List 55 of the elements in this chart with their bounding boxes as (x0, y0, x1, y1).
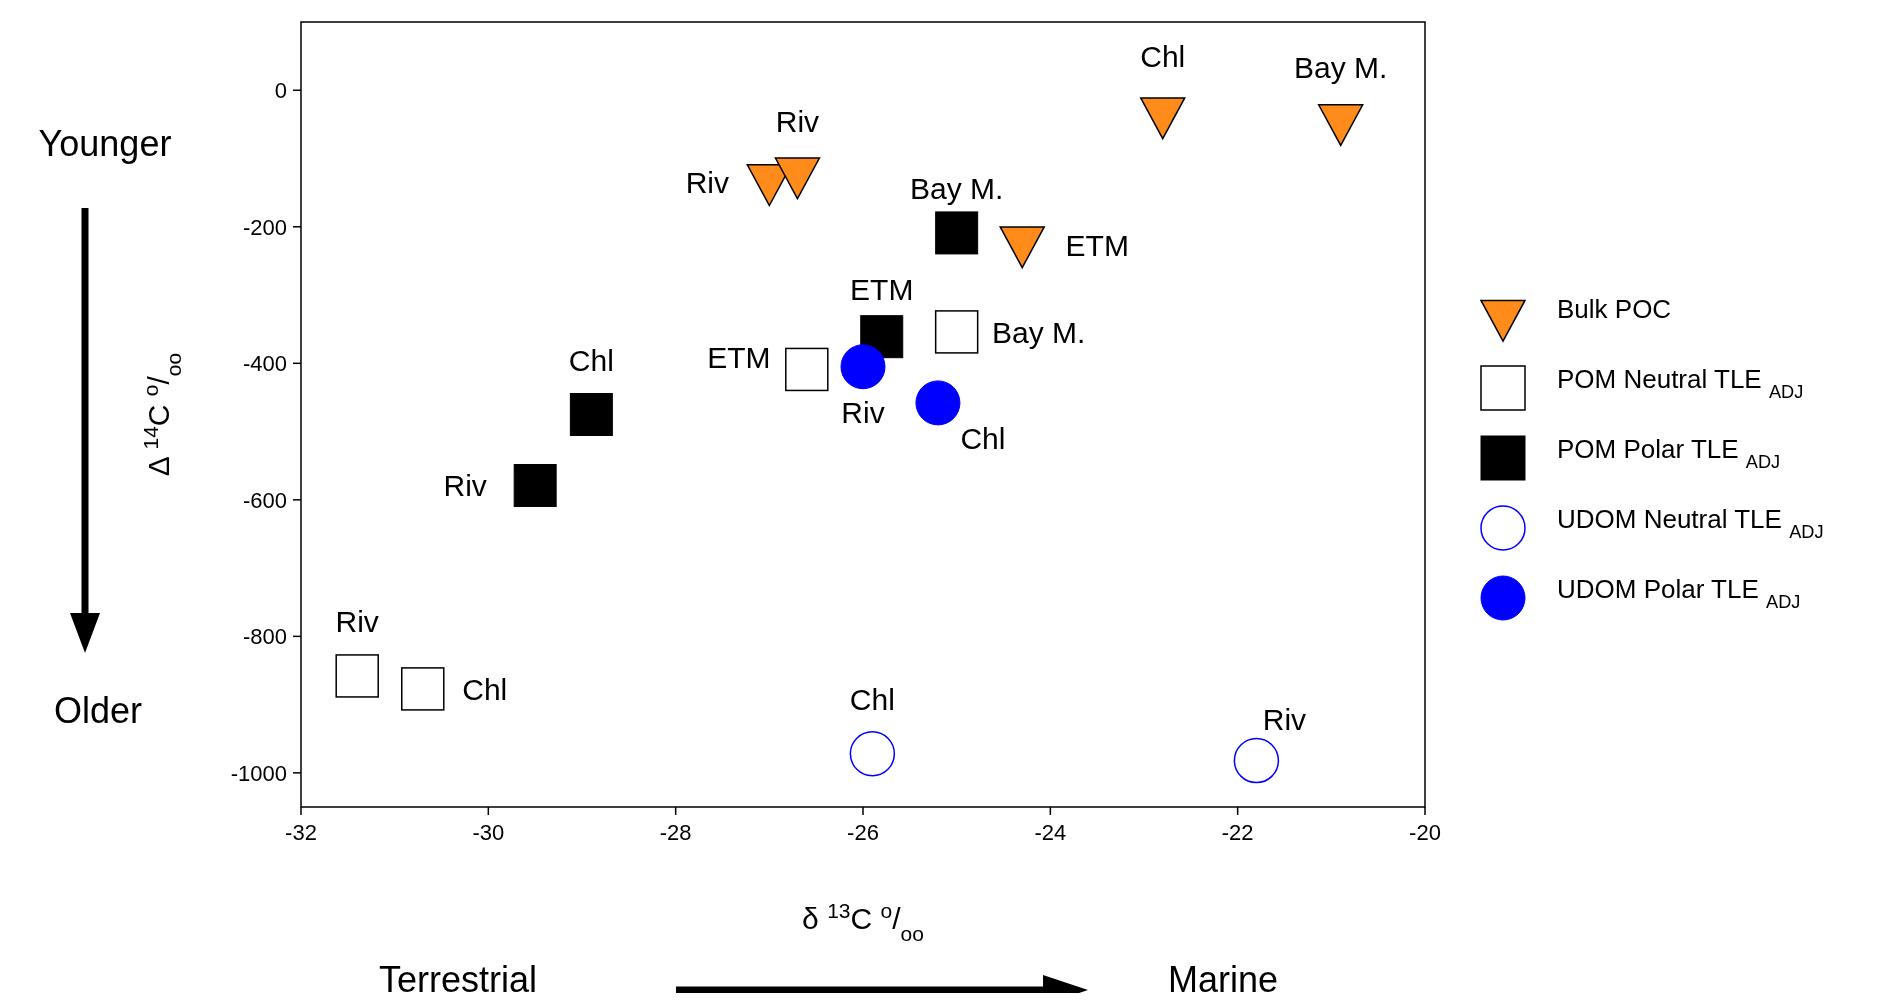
text: Older (53, 690, 143, 731)
text: Younger (38, 123, 172, 164)
annotation: Riv (1262, 702, 1307, 736)
annotation: Bay M. (909, 171, 1004, 205)
point (1233, 737, 1280, 784)
point (335, 654, 379, 698)
x-tick-label: -28 (659, 820, 692, 845)
annotation: Riv (841, 395, 885, 429)
point (935, 211, 979, 255)
x-tick-label: -32 (285, 820, 317, 845)
annotation: ETM (707, 341, 771, 375)
annotation: ETM (1065, 228, 1129, 262)
annotation: Chl (462, 672, 508, 706)
annotation: Chl (568, 343, 614, 377)
annotation: Bay M. (1294, 51, 1388, 85)
x-axis-title: δ $^{13}$C $^{o}$/$_{oo}$ (802, 898, 924, 945)
point (849, 731, 896, 777)
legend-label: POM Polar TLE $_{ADJ}$ (1557, 434, 1781, 472)
x-tick-label: -24 (1034, 820, 1067, 845)
y-tick-label: -200 (242, 214, 287, 240)
legend-label: POM Neutral TLE $_{ADJ}$ (1557, 364, 1804, 402)
annotation: Bay M. (991, 315, 1086, 349)
annotation: Riv (775, 104, 820, 138)
x-tick-label: -26 (847, 820, 879, 845)
y-tick-label: -400 (242, 351, 287, 377)
annotation: ETM (850, 272, 914, 306)
legend-label: UDOM Neutral TLE $_{ADJ}$ (1557, 504, 1824, 542)
annotation: Chl (960, 421, 1006, 455)
annotation: Riv (685, 166, 730, 200)
y-tick-label: 0 (274, 78, 287, 104)
annotation: Chl (849, 682, 895, 716)
point (840, 344, 886, 390)
point (915, 380, 961, 426)
text: Marine (1167, 959, 1279, 1000)
legend-label: Bulk POC (1557, 294, 1672, 324)
y-tick-label: -600 (242, 487, 287, 513)
point (401, 667, 445, 711)
x-tick-label: -30 (472, 820, 505, 845)
annotation: Chl (1140, 39, 1186, 73)
text: Terrestrial (378, 959, 538, 1000)
point (785, 347, 829, 392)
point (1139, 97, 1186, 140)
point (569, 393, 613, 436)
point (513, 463, 557, 507)
point (999, 226, 1045, 269)
annotation: Riv (443, 469, 487, 503)
annotation: Riv (335, 604, 379, 638)
x-tick-label: -22 (1221, 820, 1254, 845)
point (774, 157, 821, 200)
y-tick-label: -1000 (230, 760, 287, 786)
y-tick-label: -800 (242, 624, 287, 650)
point (1317, 103, 1364, 147)
x-tick-label: -20 (1409, 820, 1441, 845)
point (934, 310, 979, 354)
legend-label: UDOM Polar TLE $_{ADJ}$ (1557, 574, 1801, 612)
